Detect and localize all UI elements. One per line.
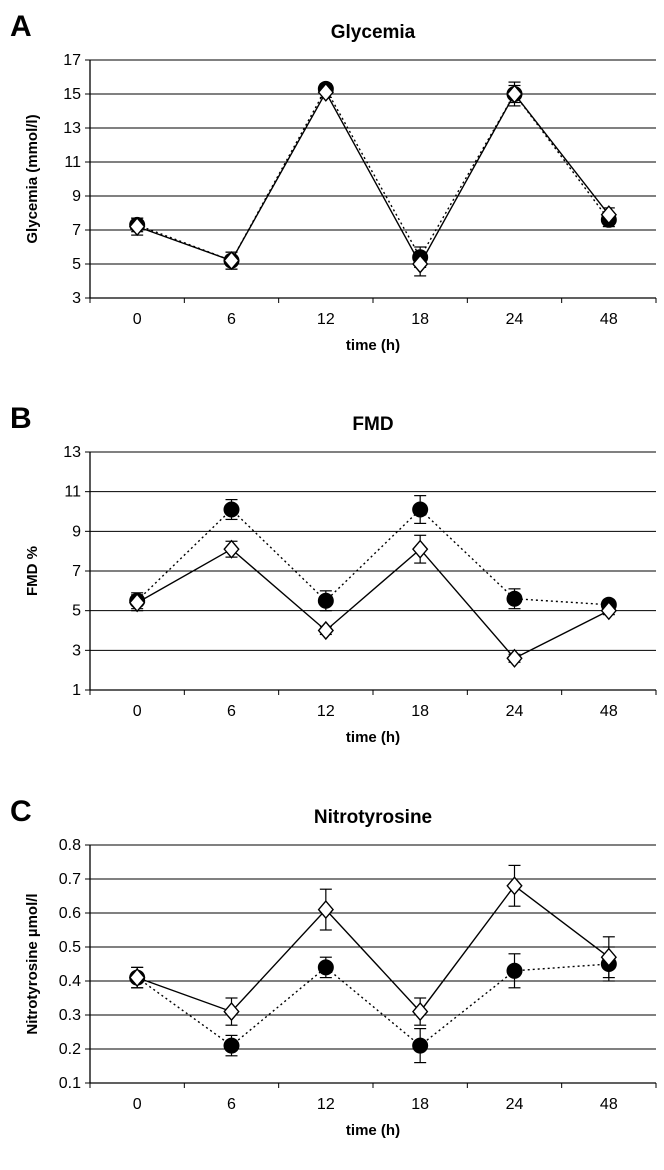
y-tick-label: 0.6	[59, 905, 81, 922]
y-tick-label: 5	[72, 603, 81, 620]
x-tick-label: 12	[317, 311, 335, 328]
x-tick-label: 0	[133, 703, 142, 720]
series-line-open-diamond	[136, 90, 610, 266]
x-tick-label: 12	[317, 1096, 335, 1113]
panel-label: A	[10, 10, 32, 43]
x-tick-label: 24	[506, 703, 524, 720]
x-tick-label: 48	[600, 311, 618, 328]
series-line-filled-circle	[136, 963, 609, 1047]
x-tick-label: 0	[133, 311, 142, 328]
x-axis-label: time (h)	[346, 729, 400, 746]
series-line-open-diamond	[136, 884, 610, 1013]
y-axis-label: FMD %	[24, 546, 41, 596]
data-point-diamond	[317, 900, 334, 920]
data-point-circle	[506, 962, 523, 979]
panel-c: C Nitrotyrosine 0.1 0.2 0.3 0.4 0.5 0.6 0.7 0.8 0 6…	[0, 785, 664, 1170]
data-point-circle	[317, 959, 334, 976]
y-tick-label: 3	[72, 290, 81, 307]
x-tick-label: 48	[600, 703, 618, 720]
x-tick-label: 12	[317, 703, 335, 720]
y-tick-label: 0.8	[59, 837, 81, 854]
y-tick-label: 13	[63, 444, 81, 461]
data-point-diamond	[506, 84, 523, 104]
y-tick-label: 11	[64, 154, 81, 171]
y-tick-label: 1	[72, 682, 81, 699]
y-tick-label: 3	[72, 642, 81, 659]
series-line-open-diamond	[136, 548, 610, 660]
data-point-diamond	[506, 648, 523, 668]
y-tick-label: 0.1	[59, 1075, 81, 1092]
x-tick-label: 18	[411, 703, 429, 720]
glycemia-chart: A Glycemia 3 5 7 9 11 13 15 17 0 6 12 18 24 48 time (h) G…	[10, 10, 657, 354]
data-point-diamond	[506, 876, 523, 896]
y-tick-label: 11	[64, 484, 81, 501]
nitrotyrosine-chart: C Nitrotyrosine 0.1 0.2 0.3 0.4 0.5 0.6 0.7 0.8 0 6…	[10, 795, 657, 1139]
y-tick-label: 0.5	[59, 939, 81, 956]
x-tick-label: 18	[411, 311, 429, 328]
x-tick-label: 24	[506, 1096, 524, 1113]
data-point-circle	[317, 592, 334, 609]
data-point-circle	[412, 501, 429, 518]
data-point-diamond	[223, 1002, 240, 1022]
data-point-circle	[506, 590, 523, 607]
y-tick-label: 7	[72, 563, 81, 580]
data-point-diamond	[223, 539, 240, 559]
y-tick-label: 15	[63, 86, 81, 103]
data-point-diamond	[600, 205, 617, 225]
x-tick-label: 0	[133, 1096, 142, 1113]
data-point-diamond	[129, 593, 146, 613]
y-tick-label: 17	[63, 52, 81, 69]
data-point-diamond	[600, 947, 617, 967]
x-tick-label: 48	[600, 1096, 618, 1113]
data-point-diamond	[317, 620, 334, 641]
panel-a: A Glycemia 3 5 7 9 11 13 15 17 0 6 12 18 24 48 time (h) G…	[0, 0, 664, 385]
x-tick-label: 6	[227, 1096, 236, 1113]
data-point-diamond	[412, 1002, 429, 1022]
data-point-diamond	[129, 217, 146, 237]
x-axis-label: time (h)	[346, 1122, 400, 1139]
chart-title: FMD	[352, 414, 393, 435]
data-point-circle	[412, 1037, 429, 1054]
data-point-circle	[223, 1037, 240, 1054]
chart-title: Nitrotyrosine	[314, 807, 432, 828]
x-axis-label: time (h)	[346, 337, 400, 354]
panel-b: B FMD 1 3 5 7 9 11 13 0 6 12 18 24 48 time (h) FMD %	[0, 392, 664, 777]
data-point-diamond	[223, 251, 240, 271]
y-tick-label: 9	[72, 188, 81, 205]
panel-label: B	[10, 402, 32, 435]
x-tick-label: 24	[506, 311, 524, 328]
y-tick-label: 13	[63, 120, 81, 137]
y-tick-label: 0.3	[59, 1007, 81, 1024]
y-axis-label: Glycemia (mmol/l)	[24, 114, 41, 243]
data-point-diamond	[412, 539, 429, 559]
chart-title: Glycemia	[331, 22, 416, 43]
data-point-circle	[223, 501, 240, 518]
x-tick-label: 6	[227, 311, 236, 328]
data-point-diamond	[600, 601, 617, 621]
data-point-diamond	[129, 968, 146, 988]
x-tick-label: 18	[411, 1096, 429, 1113]
y-tick-label: 5	[72, 256, 81, 273]
data-point-diamond	[412, 254, 429, 274]
y-tick-label: 9	[72, 523, 81, 540]
x-tick-label: 6	[227, 703, 236, 720]
panel-label: C	[10, 795, 32, 828]
y-axis-label: Nitrotyrosine µmol/l	[24, 893, 41, 1034]
data-point-diamond	[317, 82, 334, 102]
y-tick-label: 0.2	[59, 1041, 81, 1058]
y-tick-label: 0.7	[59, 871, 81, 888]
y-tick-label: 7	[72, 222, 81, 239]
y-tick-label: 0.4	[59, 973, 81, 990]
series-line-filled-circle	[136, 87, 610, 262]
